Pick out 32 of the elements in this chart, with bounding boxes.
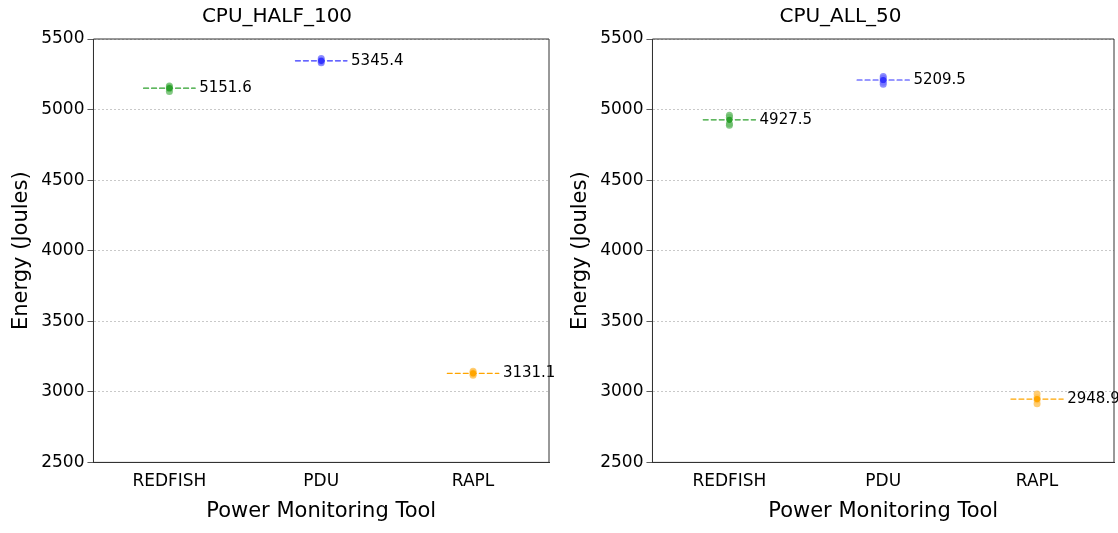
x-tick-label: REDFISH <box>132 470 207 491</box>
y-tick-label: 4000 <box>600 239 644 260</box>
data-label: 2948.9 <box>1067 388 1118 407</box>
x-tick-label: RAPL <box>451 470 495 491</box>
x-tick-label: REDFISH <box>692 470 767 491</box>
y-tick-label: 5500 <box>600 27 644 48</box>
y-tick-label: 3500 <box>600 309 644 330</box>
y-tick-label: 5500 <box>41 27 85 48</box>
x-tick-label: PDU <box>865 470 902 491</box>
y-tick-label: 4500 <box>600 168 644 189</box>
y-tick-label: 2500 <box>41 450 85 471</box>
y-tick-label: 4000 <box>41 239 85 260</box>
data-label: 5151.6 <box>199 78 252 97</box>
y-tick-label: 4500 <box>41 168 85 189</box>
y-axis-title: Energy (Joules) <box>567 171 592 331</box>
y-tick-label: 3500 <box>41 309 85 330</box>
data-label: 5209.5 <box>913 69 966 88</box>
x-axis-title: Power Monitoring Tool <box>206 497 437 522</box>
data-label: 4927.5 <box>759 109 813 128</box>
y-tick-label: 5000 <box>600 97 644 118</box>
y-tick-label: 3000 <box>41 380 85 401</box>
chart-title: CPU_HALF_100 <box>201 3 353 28</box>
x-tick-label: RAPL <box>1015 470 1059 491</box>
x-axis-title: Power Monitoring Tool <box>768 497 999 522</box>
y-tick-label: 5000 <box>41 97 85 118</box>
y-tick-label: 3000 <box>600 380 644 401</box>
chart-title: CPU_ALL_50 <box>779 3 902 28</box>
y-axis-title: Energy (Joules) <box>8 171 33 331</box>
y-tick-label: 2500 <box>600 450 644 471</box>
data-label: 5345.4 <box>351 50 404 69</box>
x-tick-label: PDU <box>303 470 340 491</box>
data-label: 3131.1 <box>502 363 556 382</box>
